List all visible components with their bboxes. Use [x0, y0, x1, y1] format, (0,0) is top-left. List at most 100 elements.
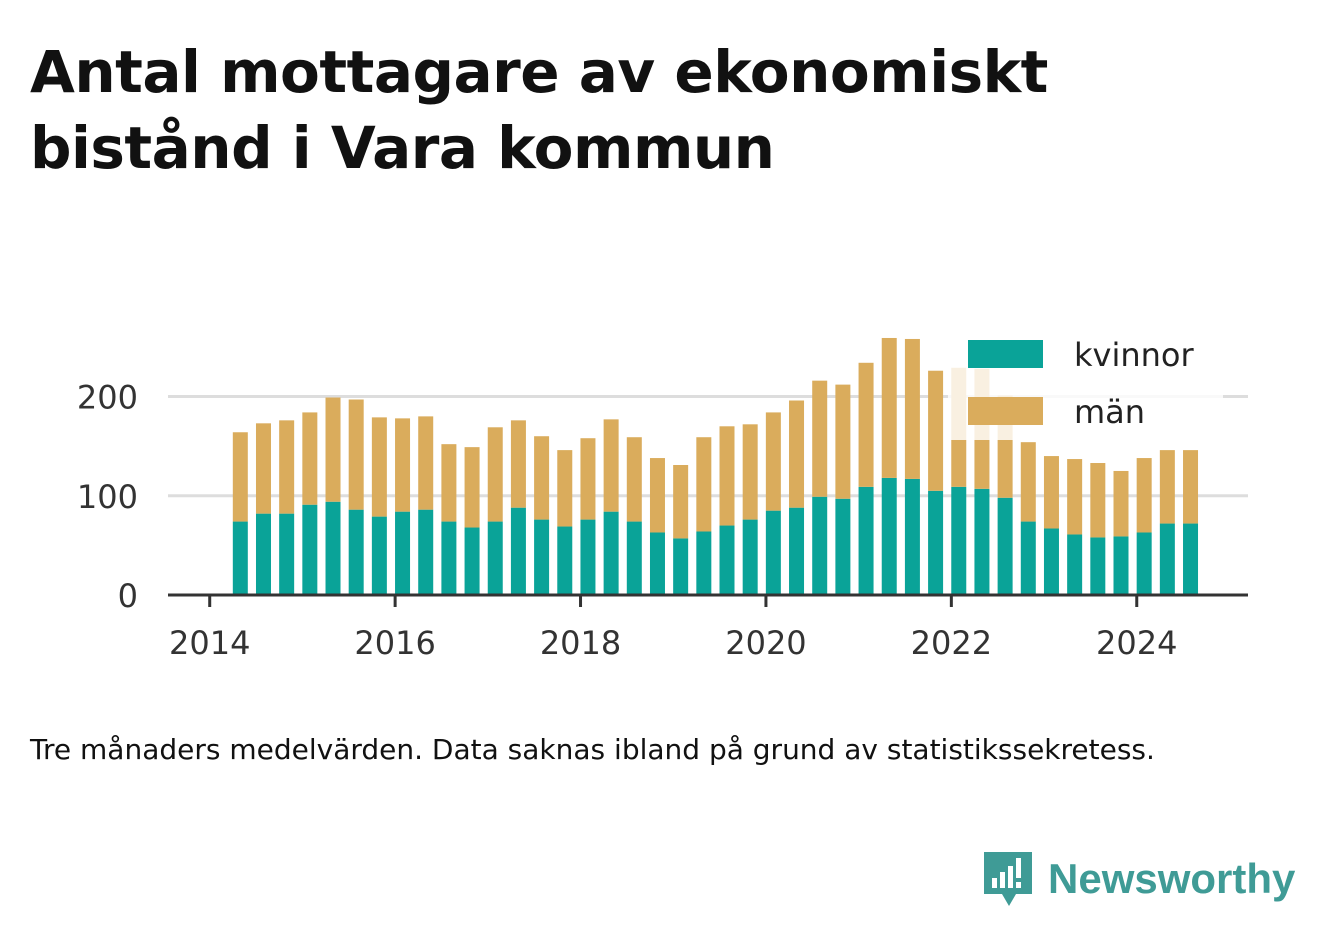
x-tick-label: 2018 — [540, 624, 621, 662]
bar-kvinnor — [812, 496, 828, 595]
legend-swatch — [968, 340, 1043, 368]
bar-kvinnor — [858, 486, 874, 595]
bar-man — [603, 419, 619, 512]
bar-kvinnor — [765, 510, 781, 595]
bar-man — [418, 416, 434, 510]
bar-man — [302, 412, 318, 505]
bar-kvinnor — [557, 526, 573, 595]
bar-kvinnor — [1090, 537, 1106, 595]
bar-man — [348, 399, 364, 510]
bar-kvinnor — [232, 521, 248, 595]
x-tick-label: 2014 — [169, 624, 250, 662]
bar-kvinnor — [1113, 536, 1129, 595]
bar-man — [395, 418, 411, 512]
bar-kvinnor — [1043, 528, 1059, 595]
bar-kvinnor — [1183, 523, 1199, 595]
bar-kvinnor — [951, 486, 967, 595]
bar-kvinnor — [487, 521, 503, 595]
bar-man — [1183, 450, 1199, 524]
bar-kvinnor — [371, 516, 387, 595]
bar-man — [255, 423, 271, 514]
bar-man — [742, 424, 758, 520]
legend: kvinnor män — [948, 328, 1223, 440]
brand-name: Newsworthy — [1048, 855, 1296, 902]
bar-kvinnor — [1159, 523, 1175, 595]
axes: 0 100 200 2014 2016 2018 2020 2022 2024 — [77, 379, 1248, 662]
bar-man — [325, 397, 341, 502]
bar-kvinnor — [464, 527, 480, 595]
bar-kvinnor — [302, 504, 318, 595]
bar-man — [626, 437, 642, 522]
bar-kvinnor — [534, 519, 550, 595]
chart-footnote: Tre månaders medelvärden. Data saknas ib… — [30, 733, 1155, 766]
bar-man — [904, 338, 920, 479]
bar-man — [673, 465, 689, 539]
bar-man — [1020, 442, 1036, 522]
bar-kvinnor — [719, 525, 735, 595]
bar-kvinnor — [742, 519, 758, 595]
bar-man — [1113, 470, 1129, 537]
bar-kvinnor — [325, 501, 341, 595]
bar-man — [557, 450, 573, 527]
bar-kvinnor — [255, 513, 271, 595]
bar-man — [371, 417, 387, 517]
chart-title: Antal mottagare av ekonomiskt bistånd i … — [30, 38, 1048, 182]
bar-kvinnor — [441, 521, 457, 595]
bar-man — [580, 438, 596, 520]
bar-kvinnor — [696, 531, 712, 595]
bar-kvinnor — [789, 507, 805, 595]
bar-man — [1043, 456, 1059, 529]
bar-kvinnor — [626, 521, 642, 595]
bar-man — [789, 400, 805, 508]
bar-man — [765, 412, 781, 511]
bar-man — [1090, 463, 1106, 538]
bar-man — [649, 458, 665, 533]
bar-kvinnor — [673, 538, 689, 595]
bar-man — [510, 420, 526, 508]
bar-kvinnor — [835, 498, 851, 595]
bar-man — [1136, 458, 1152, 533]
bar-kvinnor — [510, 507, 526, 595]
bar-kvinnor — [997, 497, 1013, 595]
bar-man — [464, 447, 480, 528]
bar-man — [232, 432, 248, 522]
x-tick-label: 2016 — [354, 624, 435, 662]
y-tick-label: 0 — [118, 577, 138, 615]
bar-kvinnor — [904, 478, 920, 595]
bar-kvinnor — [1067, 534, 1083, 595]
bar-man — [279, 420, 295, 514]
bar-kvinnor — [974, 488, 990, 595]
bar-man — [928, 370, 944, 491]
bar-man — [835, 384, 851, 499]
bar-man — [858, 362, 874, 487]
bar-kvinnor — [881, 477, 897, 595]
bar-man — [881, 337, 897, 478]
legend-swatch — [968, 397, 1043, 425]
bar-man — [812, 380, 828, 497]
bar-kvinnor — [1136, 532, 1152, 595]
bar-man — [719, 426, 735, 526]
legend-label: män — [1074, 393, 1145, 431]
y-tick-label: 200 — [77, 379, 138, 417]
bar-kvinnor — [348, 509, 364, 595]
bar-man — [441, 444, 457, 522]
y-tick-label: 100 — [77, 478, 138, 516]
bar-man — [696, 437, 712, 532]
bar-kvinnor — [580, 519, 596, 595]
bar-kvinnor — [1020, 521, 1036, 595]
x-tick-label: 2020 — [725, 624, 806, 662]
bar-kvinnor — [928, 490, 944, 595]
bar-chart: 0 100 200 2014 2016 2018 2020 2022 2024 kvinnor m… — [76, 328, 1248, 662]
bar-man — [487, 427, 503, 522]
bar-kvinnor — [279, 513, 295, 595]
x-tick-label: 2022 — [911, 624, 992, 662]
bar-man — [534, 436, 550, 520]
bar-kvinnor — [649, 532, 665, 595]
bar-kvinnor — [603, 511, 619, 595]
bars — [232, 337, 1199, 595]
x-tick-label: 2024 — [1096, 624, 1177, 662]
bar-kvinnor — [395, 511, 411, 595]
bar-kvinnor — [418, 509, 434, 595]
newsworthy-logo-icon — [984, 852, 1032, 906]
bar-man — [1067, 459, 1083, 535]
